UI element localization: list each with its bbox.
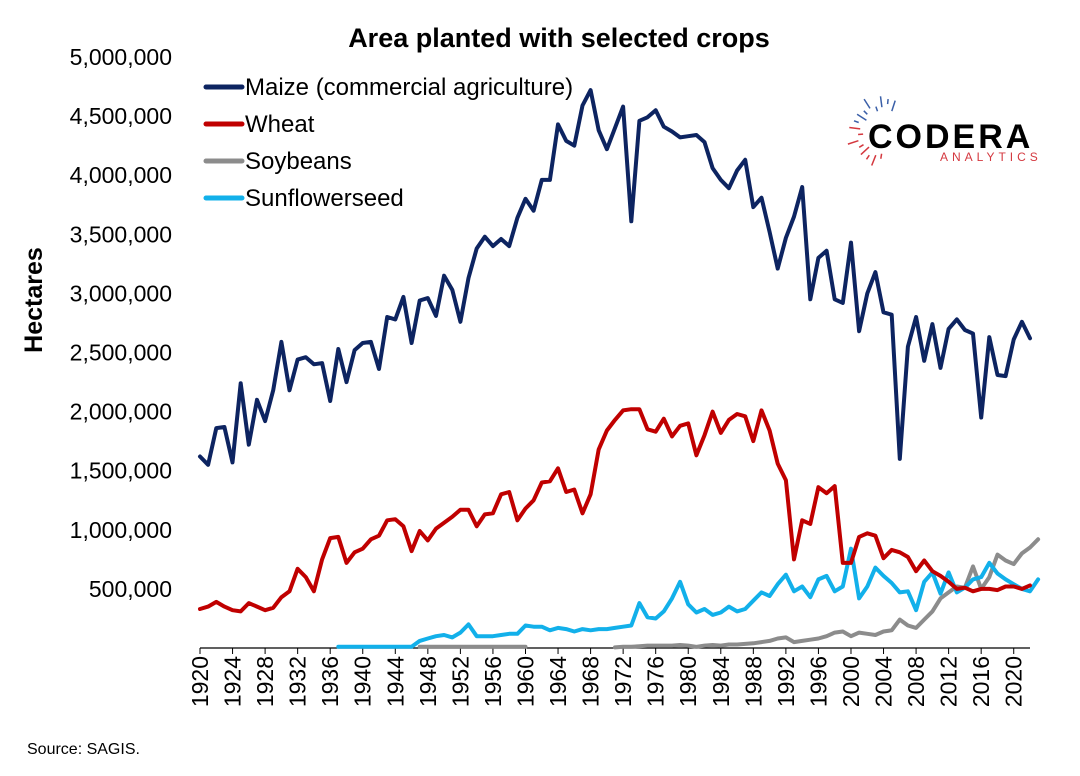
y-tick-labels: 500,000 1,000,000 1,500,000 2,000,000 2,500,…	[70, 44, 172, 602]
logo-ray	[849, 126, 861, 130]
logo-ray	[879, 96, 883, 108]
x-tick-label: 2012	[936, 656, 962, 707]
x-tick-label: 1980	[675, 656, 701, 707]
x-tick-label: 1996	[805, 656, 831, 707]
logo-ray	[865, 154, 870, 160]
x-tick-label: 1968	[578, 656, 604, 707]
x-tick-label: 1956	[480, 656, 506, 707]
legend-label: Soybeans	[245, 148, 352, 175]
x-tick-label: 1928	[252, 656, 278, 707]
x-tick-label: 1972	[610, 656, 636, 707]
y-tick-label: 500,000	[89, 576, 172, 602]
x-tick-label: 1948	[415, 656, 441, 707]
logo-ray	[863, 110, 868, 115]
logo-ray	[875, 106, 879, 112]
x-tick-label: 1984	[708, 656, 734, 707]
y-tick-label: 1,000,000	[70, 517, 172, 543]
logo-ray	[891, 100, 896, 112]
series-line-soybeans	[613, 537, 1041, 650]
x-tick-label: 1944	[382, 656, 408, 707]
x-tick-label: 1924	[220, 656, 246, 707]
y-tick-label: 3,000,000	[70, 280, 172, 306]
logo-ray	[886, 99, 889, 105]
x-tick-label: 1932	[285, 656, 311, 707]
logo-ray	[853, 120, 859, 124]
series-line-maize	[198, 88, 1032, 467]
logo-ray	[863, 98, 871, 109]
x-tick-label: 1976	[643, 656, 669, 707]
y-tick-label: 3,500,000	[70, 221, 172, 247]
logo-mark-icon	[847, 96, 896, 166]
x-tick-label: 2008	[903, 656, 929, 707]
logo-ray	[858, 144, 864, 148]
x-tick-label: 1988	[740, 656, 766, 707]
series-line-wheat	[198, 407, 1032, 614]
x-tick-label: 2016	[968, 656, 994, 707]
chart-title: Area planted with selected crops	[348, 23, 770, 53]
y-axis-label: Hectares	[20, 247, 48, 353]
source-note: Source: SAGIS.	[27, 741, 140, 758]
y-tick-label: 4,000,000	[70, 162, 172, 188]
x-tick-label: 2004	[871, 656, 897, 707]
y-tick-label: 4,500,000	[70, 103, 172, 129]
logo-ray	[847, 139, 859, 145]
series-line-sunflowerseed	[336, 546, 1041, 649]
legend: Maize (commercial agriculture) Wheat Soybe…	[203, 74, 573, 212]
x-tick-labels: 1920 1924 1928 1932 1936 1940 1944 1948 1952 1956…	[187, 648, 1027, 707]
logo-ray	[880, 153, 883, 159]
logo-ray	[856, 113, 867, 121]
x-tick-label: 1960	[512, 656, 538, 707]
x-tick-label: 1940	[350, 656, 376, 707]
legend-label: Maize (commercial agriculture)	[245, 74, 573, 101]
y-tick-label: 2,000,000	[70, 399, 172, 425]
legend-label: Sunflowerseed	[245, 185, 404, 212]
logo-ray	[860, 146, 870, 156]
x-tick-label: 1992	[773, 656, 799, 707]
x-tick-label: 2000	[838, 656, 864, 707]
x-tick-label: 1952	[447, 656, 473, 707]
y-tick-label: 5,000,000	[70, 44, 172, 70]
logo-wordmark: CODERA	[868, 118, 1033, 156]
legend-label: Wheat	[245, 111, 315, 138]
plot-area	[198, 88, 1041, 650]
x-tick-label: 1920	[187, 656, 213, 707]
x-tick-label: 1936	[317, 656, 343, 707]
logo-tagline: ANALYTICS	[940, 150, 1042, 164]
y-tick-label: 2,500,000	[70, 340, 172, 366]
logo-ray	[871, 154, 877, 166]
y-tick-label: 1,500,000	[70, 458, 172, 484]
x-tick-label: 1964	[545, 656, 571, 707]
x-tick-label: 2020	[1001, 656, 1027, 707]
codera-logo: CODERA ANALYTICS	[847, 96, 1042, 166]
